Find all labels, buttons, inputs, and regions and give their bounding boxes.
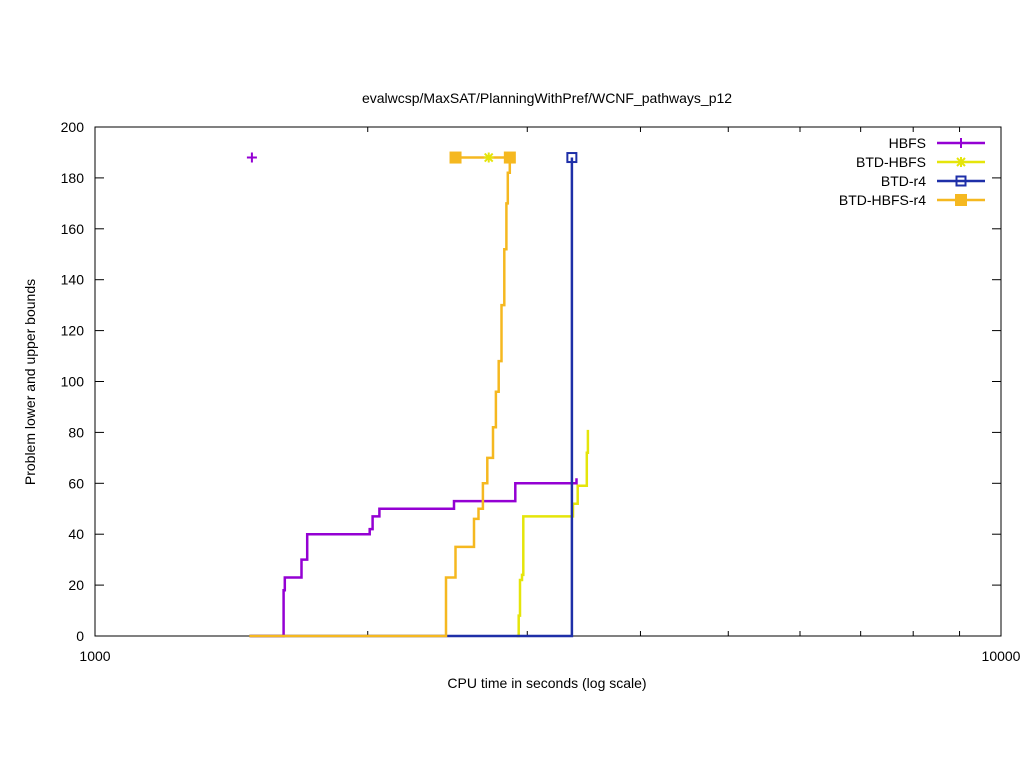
legend-marker-btd-hbfs-r4: [955, 194, 967, 206]
upper-bound-point-btd-hbfs: [483, 152, 494, 163]
y-tick-label: 160: [61, 221, 85, 237]
legend-label-btd-r4: BTD-r4: [881, 173, 926, 189]
y-tick-label: 100: [61, 374, 85, 390]
legend-label-btd-hbfs: BTD-HBFS: [856, 154, 926, 170]
y-tick-label: 80: [68, 424, 84, 440]
y-tick-label: 180: [61, 170, 85, 186]
legend-marker-btd-hbfs: [956, 157, 966, 167]
legend-marker-hbfs: [956, 138, 966, 148]
y-tick-label: 20: [68, 577, 84, 593]
x-tick-label: 1000: [79, 648, 110, 664]
x-tick-label: 10000: [982, 648, 1021, 664]
upper-bound-point-btd-r4: [566, 152, 578, 164]
y-tick-label: 140: [61, 272, 85, 288]
y-axis-label: Problem lower and upper bounds: [22, 279, 38, 485]
upper-bound-point-hbfs: [246, 152, 257, 163]
upper-bound-point-btd-hbfs-r4: [503, 151, 516, 164]
y-tick-label: 60: [68, 475, 84, 491]
legend-label-hbfs: HBFS: [889, 135, 926, 151]
legend: HBFS BTD-HBFS BTD-r4 BTD-HBFS-r4: [839, 135, 985, 208]
x-axis-label: CPU time in seconds (log scale): [447, 675, 646, 691]
series-line-btd-hbfs: [516, 429, 590, 638]
series-line-btd-hbfs-r4: [249, 157, 512, 638]
chart-title: evalwcsp/MaxSAT/PlanningWithPref/WCNF_pa…: [362, 90, 732, 106]
series-lines: [249, 156, 590, 638]
y-tick-label: 40: [68, 526, 84, 542]
y-tick-label: 200: [61, 119, 85, 135]
legend-marker-btd-r4: [955, 175, 967, 187]
series-line-hbfs: [250, 478, 578, 638]
upper-bound-point-btd-hbfs-r4: [449, 151, 462, 164]
legend-label-btd-hbfs-r4: BTD-HBFS-r4: [839, 192, 926, 208]
upper-bound-markers: [246, 151, 578, 164]
axis-ticks: 0 20 40 60 80 100 120 140 160 180 200 1000 10000: [61, 119, 1021, 664]
y-tick-label: 120: [61, 323, 85, 339]
y-tick-label: 0: [76, 628, 84, 644]
